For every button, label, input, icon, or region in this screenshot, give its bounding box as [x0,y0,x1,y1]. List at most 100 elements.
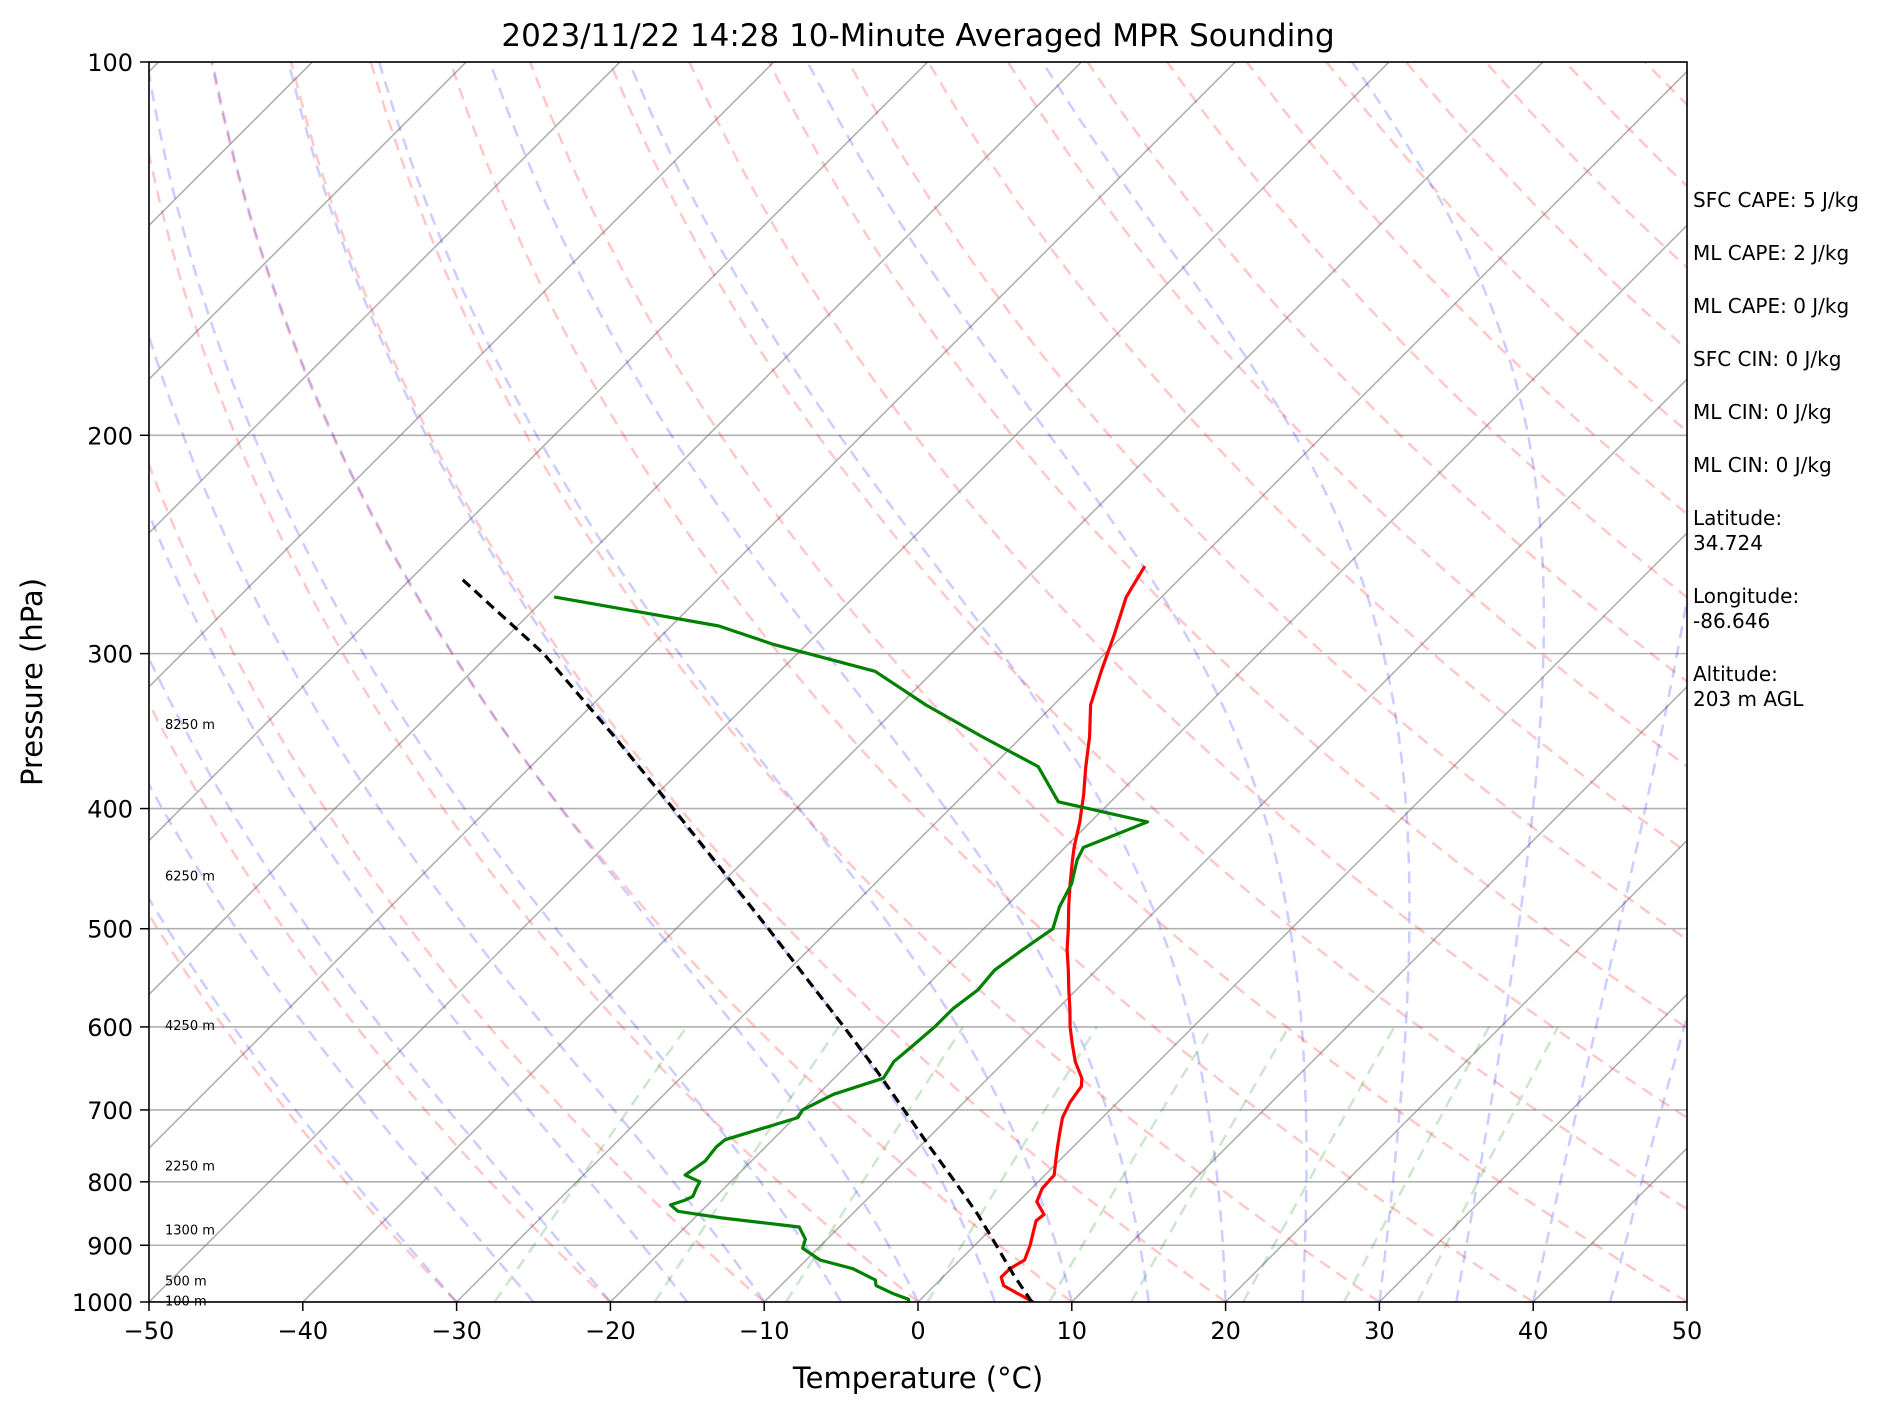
mixing-ratio-line [1130,1026,1290,1302]
moist-adiabat-line [806,62,1308,1302]
x-tick-label: 10 [1057,1317,1088,1345]
dry-adiabat-line [927,62,1687,854]
isotherm-line [149,62,621,535]
moist-adiabat-line [627,62,1227,1302]
y-tick-label: 700 [87,1097,133,1125]
x-tick-label: −20 [585,1317,636,1345]
x-axis-label: Temperature (°C) [792,1361,1043,1395]
height-label: 8250 m [165,718,215,733]
isotherm-line [1225,839,1687,1302]
background-lines [0,62,1687,1302]
x-tick-label: 0 [910,1317,925,1345]
moist-adiabat-line [377,62,1074,1302]
isotherm-line [0,62,5,1302]
x-tick-label: −50 [124,1317,175,1345]
isotherm-line [149,62,467,381]
moist-adiabat-line [287,62,997,1302]
mixing-ratio-line [653,1026,840,1302]
ml-cape-text: ML CAPE: 2 J/kg [1693,241,1850,265]
dewpoint-profile-line [553,595,1150,1302]
isotherm-line [149,62,1236,1150]
height-label: 2250 m [165,1159,215,1174]
mixing-ratio-line [1416,1026,1560,1302]
x-tick-label: −40 [277,1317,328,1345]
y-tick-label: 1000 [72,1289,133,1317]
dry-adiabat-line [449,62,1534,1302]
isotherm-line [149,62,1082,996]
parcel-profile-line [458,575,1034,1302]
y-axis-ticks: 100 200 300 400 500 600 700 800 900 1000 [72,49,149,1317]
dry-adiabat-line [1086,62,1687,683]
isotherm-line [1071,685,1687,1302]
x-tick-label: 40 [1518,1317,1549,1345]
moist-adiabat-line [1041,62,1411,1302]
y-tick-label: 800 [87,1169,133,1197]
isotherm-line [149,62,775,688]
dry-adiabat-line [289,62,1227,1302]
isotherm-line [456,70,1687,1302]
altitude-text: Altitude: 203 m AGL [1693,662,1804,711]
latitude-text: Latitude: 34.724 [1693,506,1783,555]
isotherm-line [763,378,1687,1302]
mixing-ratio-line [926,1026,1098,1302]
dry-adiabat-line [149,147,919,1302]
ml-cin-text: ML CIN: 0 J/kg [1693,400,1832,424]
mixing-ratio-line [784,1026,965,1302]
x-tick-label: −30 [431,1317,482,1345]
x-tick-label: 50 [1672,1317,1703,1345]
moist-adiabat-line [488,62,1150,1302]
height-label: 1300 m [165,1223,215,1238]
dry-adiabat-line [608,62,1687,1211]
y-tick-label: 100 [87,49,133,77]
temperature-profile-line [999,565,1147,1302]
sfc-cin-text: SFC CIN: 0 J/kg [1693,347,1842,371]
moist-adiabat-line [1608,1012,1687,1302]
x-tick-label: 30 [1364,1317,1395,1345]
moist-adiabat-line [149,66,843,1302]
sounding-profiles [458,565,1150,1302]
isotherm-line [609,224,1687,1302]
dry-adiabat-line [1166,62,1687,599]
x-tick-label: −10 [739,1317,790,1345]
mixing-ratio-line [1048,1026,1213,1302]
y-tick-label: 400 [87,796,133,824]
moist-adiabat-line [211,62,920,1302]
height-label: 500 m [165,1275,207,1290]
y-tick-label: 200 [87,422,133,450]
y-tick-label: 900 [87,1232,133,1260]
moist-adiabat-line [149,896,458,1302]
dry-adiabat-line [688,62,1687,1120]
dry-adiabat-line [210,62,1073,1302]
y-axis-label: Pressure (hPa) [15,578,49,786]
dry-adiabat-line [149,912,458,1302]
y-tick-label: 600 [87,1014,133,1042]
mixing-ratio-line [1242,1026,1396,1302]
chart-title: 2023/11/22 14:28 10-Minute Averaged MPR … [501,18,1334,54]
dry-adiabat-line [149,460,766,1302]
moist-adiabat-line [1531,592,1687,1302]
moist-adiabat-line [149,510,689,1302]
isotherm-line [1378,993,1687,1302]
plot-frame [148,61,1688,1303]
x-axis-ticks: −50 −40 −30 −20 −10 0 10 20 30 40 50 [124,1302,1703,1345]
isotherm-line [917,531,1687,1302]
x-tick-label: 20 [1210,1317,1241,1345]
mixing-ratio-line [1342,1026,1491,1302]
height-label: 6250 m [165,870,215,885]
isotherm-line [302,62,1544,1302]
dry-adiabat-line [1006,62,1687,769]
ml-cin-text-2: ML CIN: 0 J/kg [1693,453,1832,477]
moist-adiabat-line [1351,62,1546,1302]
y-tick-label: 500 [87,916,133,944]
mixing-ratio-line [493,1026,688,1302]
isotherm-line [149,62,1390,1302]
longitude-text: Longitude: -86.646 [1693,584,1800,633]
dry-adiabat-line [528,62,1687,1302]
sounding-info-panel: SFC CAPE: 5 J/kg ML CAPE: 2 J/kg ML CAPE… [1693,188,1859,740]
y-tick-label: 300 [87,641,133,669]
dry-adiabat-line [149,700,612,1302]
isotherm-line [149,62,929,842]
sfc-cape-text: SFC CAPE: 5 J/kg [1693,188,1859,212]
